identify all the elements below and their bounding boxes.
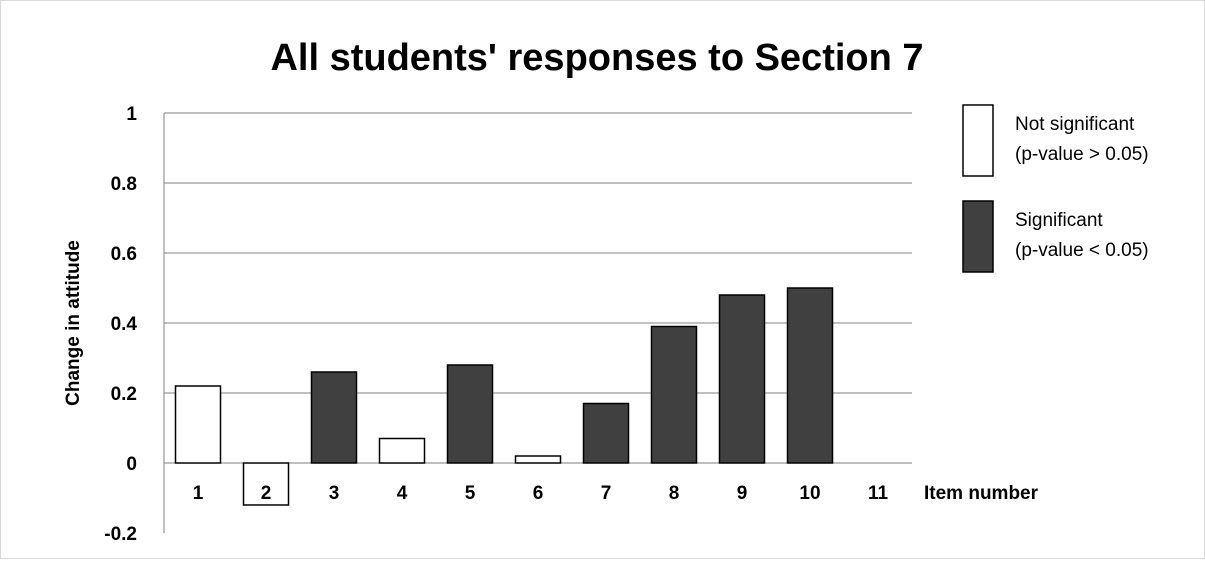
bar-item-9 — [718, 294, 766, 464]
x-tick-label: 8 — [669, 483, 680, 504]
bar-item-4 — [378, 437, 426, 464]
bar-item-7 — [582, 402, 630, 464]
legend-label: Not significant — [1015, 114, 1135, 135]
y-tick-label: 0.2 — [111, 384, 137, 405]
legend: Not significant (p-value > 0.05) Significa… — [962, 104, 1149, 273]
x-tick-label: 6 — [533, 483, 544, 504]
x-tick-label: 1 — [193, 483, 204, 504]
bars — [174, 287, 834, 506]
x-tick-label: 9 — [737, 483, 748, 504]
legend-label: Significant — [1015, 210, 1103, 231]
legend-label-note: (p-value > 0.05) — [1015, 144, 1149, 165]
bar-item-3 — [310, 371, 358, 464]
chart-title: All students' responses to Section 7 — [270, 37, 923, 79]
bar-item-10 — [786, 287, 834, 464]
y-tick-label: 0.4 — [111, 314, 138, 335]
x-tick-label: 2 — [261, 483, 272, 504]
x-tick-labels: 1 2 3 4 5 6 7 8 9 10 11 — [193, 483, 889, 504]
y-tick-label: 0 — [126, 454, 137, 475]
legend-swatch — [962, 104, 994, 177]
x-axis-label: Item number — [924, 483, 1039, 504]
legend-swatch — [962, 200, 994, 273]
y-tick-label: 0.6 — [111, 244, 137, 265]
legend-label-note: (p-value < 0.05) — [1015, 240, 1149, 261]
bar-item-2 — [242, 462, 290, 506]
x-tick-label: 10 — [799, 483, 820, 504]
x-tick-label: 3 — [329, 483, 340, 504]
x-tick-label: 5 — [465, 483, 476, 504]
y-tick-labels: -0.2 0 0.2 0.4 0.6 0.8 1 — [104, 104, 137, 545]
bar-item-5 — [446, 364, 494, 464]
x-tick-label: 4 — [397, 483, 408, 504]
y-tick-label: 1 — [126, 104, 137, 125]
x-tick-label: 11 — [868, 483, 889, 504]
bar-item-8 — [650, 325, 698, 464]
bar-item-1 — [174, 385, 222, 464]
bar-item-6 — [514, 455, 562, 464]
y-tick-label: -0.2 — [104, 524, 137, 545]
y-axis-label: Change in attitude — [63, 240, 84, 406]
x-tick-label: 7 — [601, 483, 612, 504]
y-tick-label: 0.8 — [111, 174, 137, 195]
